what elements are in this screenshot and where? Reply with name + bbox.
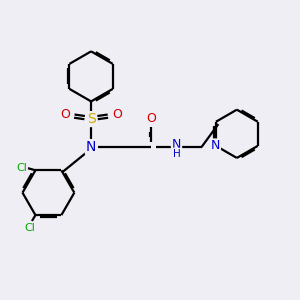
Text: Cl: Cl: [16, 163, 27, 173]
Text: S: S: [87, 112, 95, 126]
Text: H: H: [172, 148, 180, 158]
Text: O: O: [112, 108, 122, 121]
Text: Cl: Cl: [24, 223, 35, 232]
Text: O: O: [146, 112, 156, 125]
Text: O: O: [61, 108, 70, 121]
Text: N: N: [86, 140, 96, 154]
Text: N: N: [211, 140, 220, 152]
Text: N: N: [172, 138, 181, 151]
